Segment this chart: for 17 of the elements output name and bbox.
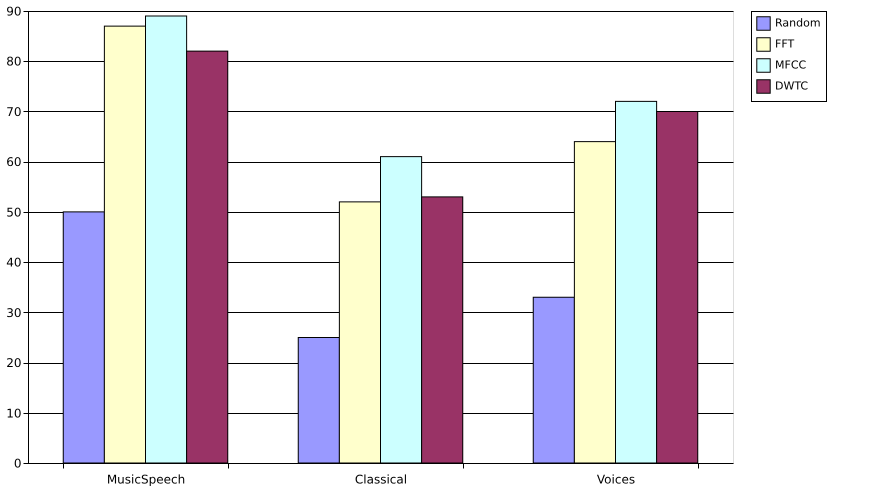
y-tick-label: 30 xyxy=(6,306,22,320)
y-tick-label: 90 xyxy=(6,4,22,18)
legend-label: MFCC xyxy=(775,58,806,72)
x-tick-label: Classical xyxy=(354,472,408,486)
y-tick-label: 0 xyxy=(14,456,22,470)
legend-label: FFT xyxy=(775,38,794,50)
x-tick-label: Voices xyxy=(596,472,636,486)
y-tick-label: 10 xyxy=(6,406,22,420)
legend-label: DWTC xyxy=(775,80,808,92)
y-tick-label: 20 xyxy=(6,356,22,370)
legend-label: Random xyxy=(775,16,821,30)
y-tick-label: 80 xyxy=(6,54,22,69)
x-tick-label: MusicSpeech xyxy=(106,472,186,486)
y-tick-label: 60 xyxy=(6,155,22,170)
y-tick-label: 50 xyxy=(6,205,22,220)
y-tick-label: 70 xyxy=(6,104,22,119)
y-tick-label: 40 xyxy=(6,256,22,270)
